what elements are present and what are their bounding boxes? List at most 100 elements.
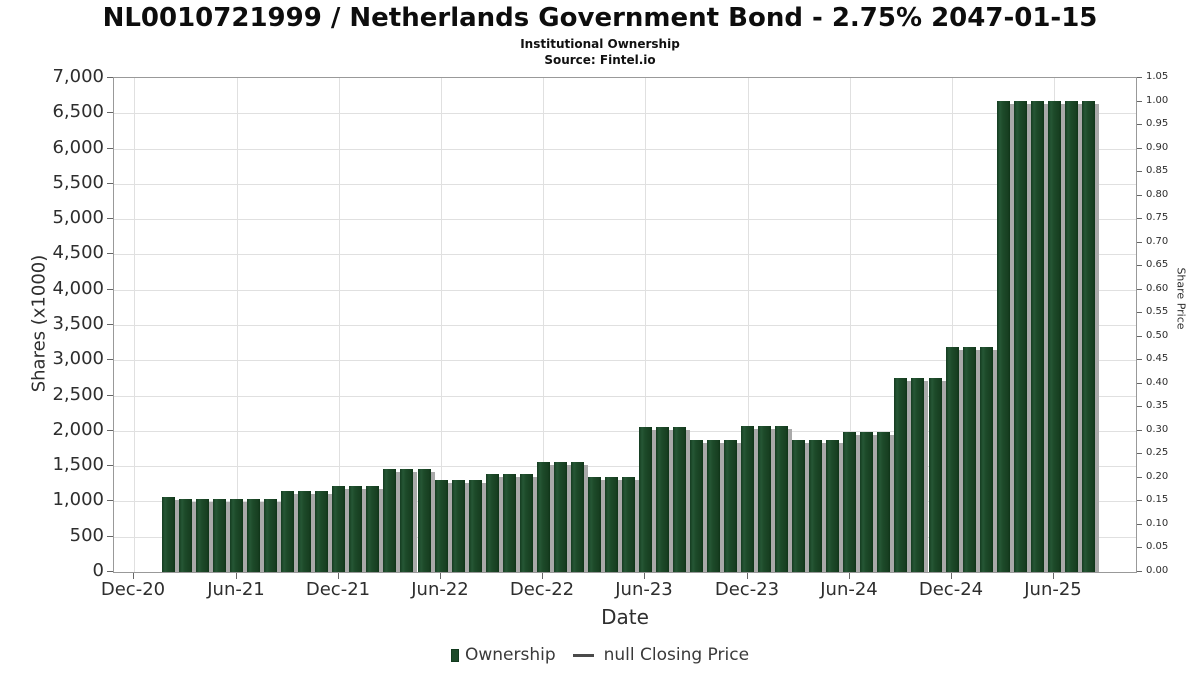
gridline-vertical: [339, 78, 340, 572]
y-axis-tick-right: [1137, 218, 1142, 219]
ownership-bar: [418, 469, 431, 572]
chart-legend: Ownership null Closing Price: [0, 645, 1200, 665]
x-axis-tick-label: Dec-20: [100, 579, 166, 600]
x-axis-tick-label: Dec-21: [305, 579, 371, 600]
y-axis-tick-right: [1137, 547, 1142, 548]
ownership-bar: [758, 426, 771, 572]
ownership-bar: [724, 440, 737, 572]
y-axis-tick-right: [1137, 571, 1142, 572]
x-axis-tick: [747, 573, 748, 579]
gridline-horizontal: [114, 360, 1136, 361]
gridline-horizontal: [114, 466, 1136, 467]
y-axis-tick-left: [107, 536, 113, 537]
ownership-bar: [435, 480, 448, 572]
y-axis-tick-left: [107, 253, 113, 254]
ownership-bar: [298, 491, 311, 572]
ownership-bar: [980, 347, 993, 572]
y-axis-tick-label-right: 0.95: [1146, 118, 1169, 129]
y-axis-tick-label-right: 0.30: [1146, 424, 1169, 435]
ownership-bar: [894, 378, 907, 572]
y-axis-tick-left: [107, 465, 113, 466]
y-axis-tick-left: [107, 359, 113, 360]
y-axis-tick-label-left: 6,000: [52, 137, 104, 158]
ownership-bar: [588, 477, 601, 572]
y-axis-tick-label-right: 0.85: [1146, 165, 1169, 176]
gridline-vertical: [134, 78, 135, 572]
y-axis-tick-label-right: 0.25: [1146, 447, 1169, 458]
y-axis-tick-label-right: 0.90: [1146, 142, 1169, 153]
y-axis-tick-right: [1137, 148, 1142, 149]
ownership-bar: [469, 480, 482, 572]
ownership-bar: [707, 440, 720, 572]
ownership-bar: [349, 486, 362, 572]
y-axis-tick-right: [1137, 101, 1142, 102]
y-axis-tick-label-right: 0.70: [1146, 236, 1169, 247]
chart-title: NL0010721999 / Netherlands Government Bo…: [102, 3, 1098, 33]
legend-item-ownership[interactable]: Ownership: [450, 645, 556, 665]
y-axis-tick-label-left: 6,500: [52, 101, 104, 122]
gridline-vertical: [952, 78, 953, 572]
y-axis-tick-label-right: 0.15: [1146, 494, 1169, 505]
ownership-bar: [809, 440, 822, 572]
gridline-horizontal: [114, 219, 1136, 220]
x-axis-tick: [440, 573, 441, 579]
y-axis-tick-label-left: 1,500: [52, 454, 104, 475]
y-axis-tick-left: [107, 395, 113, 396]
ownership-bar: [383, 469, 396, 572]
gridline-horizontal: [114, 184, 1136, 185]
y-axis-tick-left: [107, 430, 113, 431]
y-axis-tick-label-right: 1.05: [1146, 71, 1169, 82]
ownership-bar: [673, 427, 686, 572]
y-axis-tick-label-left: 1,000: [52, 489, 104, 510]
plot-area: [113, 77, 1137, 573]
ownership-bar: [179, 499, 192, 572]
y-axis-tick-label-right: 1.00: [1146, 95, 1169, 106]
ownership-bar: [520, 474, 533, 572]
y-axis-tick-label-right: 0.45: [1146, 353, 1169, 364]
y-axis-tick-label-right: 0.65: [1146, 259, 1169, 270]
ownership-bar: [247, 499, 260, 572]
y-axis-tick-label-left: 3,000: [52, 348, 104, 369]
x-axis-tick: [1053, 573, 1054, 579]
y-axis-tick-left: [107, 112, 113, 113]
legend-label-ownership: Ownership: [464, 645, 556, 665]
ownership-bar: [843, 432, 856, 572]
x-axis-tick-label: Dec-22: [509, 579, 575, 600]
ownership-bar: [963, 347, 976, 572]
gridline-horizontal: [114, 396, 1136, 397]
y-axis-tick-label-right: 0.10: [1146, 518, 1169, 529]
gridline-horizontal: [114, 113, 1136, 114]
ownership-bar: [860, 432, 873, 572]
y-axis-tick-left: [107, 324, 113, 325]
y-axis-tick-label-left: 500: [69, 525, 104, 546]
x-axis-tick: [951, 573, 952, 579]
x-axis-tick-label: Jun-21: [207, 579, 265, 600]
ownership-bar: [911, 378, 924, 572]
y-axis-tick-label-right: 0.20: [1146, 471, 1169, 482]
y-axis-tick-label-left: 2,000: [52, 419, 104, 440]
y-axis-tick-left: [107, 571, 113, 572]
y-axis-tick-label-right: 0.40: [1146, 377, 1169, 388]
y-axis-tick-right: [1137, 430, 1142, 431]
y-axis-tick-label-right: 0.60: [1146, 283, 1169, 294]
y-axis-tick-left: [107, 218, 113, 219]
ownership-bar: [571, 462, 584, 572]
ownership-bar: [264, 499, 277, 572]
gridline-horizontal: [114, 254, 1136, 255]
y-axis-tick-right: [1137, 477, 1142, 478]
ownership-bar: [315, 491, 328, 572]
y-axis-tick-label-right: 0.80: [1146, 189, 1169, 200]
ownership-bar: [1048, 101, 1061, 572]
ownership-bar: [622, 477, 635, 572]
gridline-vertical: [543, 78, 544, 572]
y-axis-tick-label-left: 4,500: [52, 242, 104, 263]
gridline-horizontal: [114, 290, 1136, 291]
x-axis-tick-label: Jun-22: [411, 579, 469, 600]
legend-item-closing-price[interactable]: null Closing Price: [556, 645, 749, 665]
x-axis-tick: [133, 573, 134, 579]
y-axis-tick-left: [107, 148, 113, 149]
y-axis-tick-label-left: 5,000: [52, 207, 104, 228]
y-axis-tick-label-left: 2,500: [52, 384, 104, 405]
ownership-bar: [997, 101, 1010, 572]
ownership-bar: [213, 499, 226, 572]
